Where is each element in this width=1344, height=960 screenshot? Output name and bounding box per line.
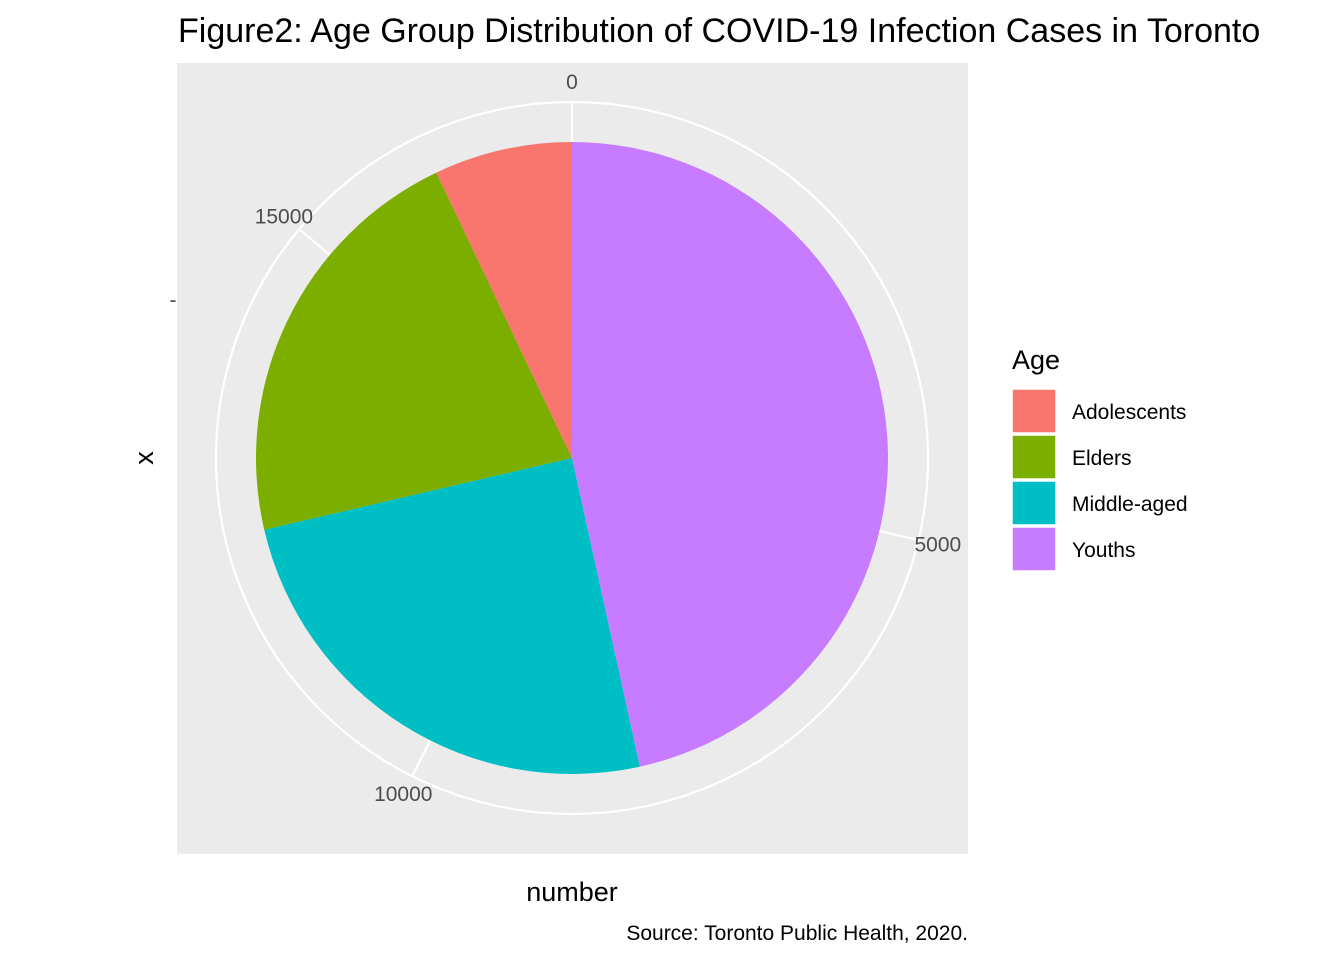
legend-swatch-adolescents: [1011, 388, 1057, 434]
pie-slice-youths: [572, 142, 889, 767]
legend-swatch-youths: [1011, 526, 1057, 572]
y-axis-title: x: [129, 451, 159, 465]
tick-label-10000: 10000: [374, 783, 432, 806]
y-tick-label: -: [170, 289, 177, 312]
pie-slice-elders: [256, 172, 572, 530]
legend-label-middle-aged: Middle-aged: [1072, 493, 1188, 516]
tick-label-0: 0: [566, 71, 578, 94]
legend-title: Age: [1012, 345, 1060, 375]
pie-slice-adolescents: [436, 142, 572, 458]
legend-swatch-elders: [1011, 434, 1057, 480]
angle-tick-labels: 0 5000 10000 15000: [255, 71, 962, 806]
caption: Source: Toronto Public Health, 2020.: [626, 922, 968, 945]
legend-swatch-middle-aged: [1011, 480, 1057, 526]
legend-label-youths: Youths: [1072, 539, 1135, 562]
legend: Adolescents Elders Middle-aged Youths: [1011, 388, 1188, 572]
legend-label-adolescents: Adolescents: [1072, 401, 1186, 424]
pie-slices: [256, 142, 889, 774]
tick-label-15000: 15000: [255, 205, 313, 228]
legend-label-elders: Elders: [1072, 447, 1132, 470]
pie-slice-middle-aged: [264, 458, 640, 774]
chart-title: Figure2: Age Group Distribution of COVID…: [178, 12, 1260, 50]
x-axis-title: number: [526, 877, 618, 907]
tick-label-5000: 5000: [915, 534, 962, 557]
